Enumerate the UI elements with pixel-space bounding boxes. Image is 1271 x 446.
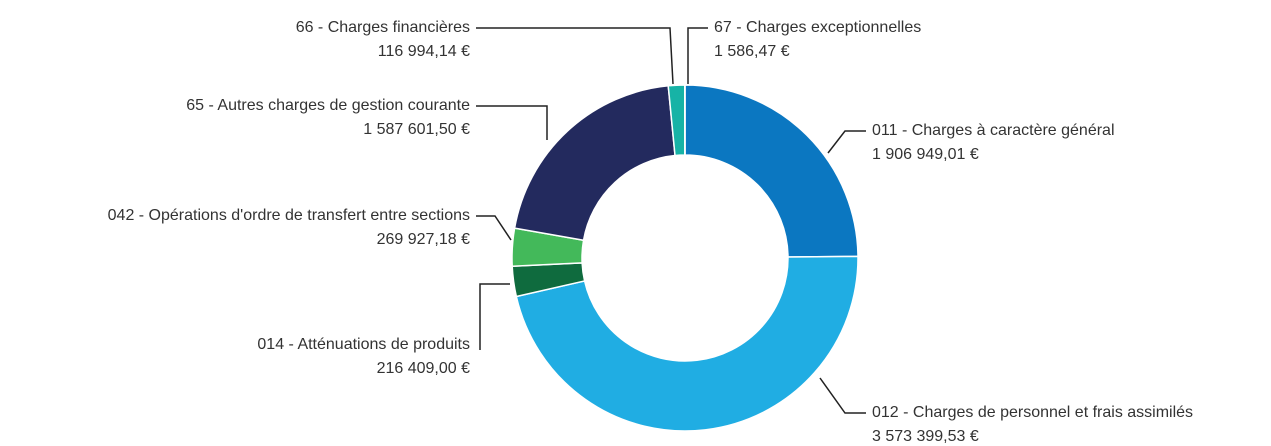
leader-line bbox=[827, 130, 866, 154]
slice-label: 011 - Charges à caractère général bbox=[872, 122, 1115, 139]
leader-line bbox=[476, 215, 512, 241]
donut-slice bbox=[513, 84, 676, 242]
leader-line bbox=[479, 283, 510, 350]
donut-slice bbox=[684, 84, 859, 258]
slice-value-label: 1 906 949,01 € bbox=[872, 146, 979, 163]
slice-value-label: 1 586,47 € bbox=[714, 43, 790, 60]
slice-label: 014 - Atténuations de produits bbox=[257, 336, 470, 353]
slice-value-label: 3 573 399,53 € bbox=[872, 428, 979, 445]
slice-label: 65 - Autres charges de gestion courante bbox=[186, 97, 470, 114]
leader-line bbox=[819, 377, 866, 414]
donut-slice bbox=[515, 255, 859, 432]
slice-value-label: 269 927,18 € bbox=[377, 231, 471, 248]
slice-label: 67 - Charges exceptionnelles bbox=[714, 19, 921, 36]
slice-value-label: 216 409,00 € bbox=[377, 360, 471, 377]
leader-line bbox=[476, 27, 674, 85]
slice-label: 012 - Charges de personnel et frais assi… bbox=[872, 404, 1193, 421]
slice-label: 042 - Opérations d'ordre de transfert en… bbox=[108, 207, 470, 224]
leader-line bbox=[476, 105, 548, 140]
leader-line bbox=[687, 27, 708, 84]
slice-label: 66 - Charges financières bbox=[296, 19, 470, 36]
slice-value-label: 116 994,14 € bbox=[378, 43, 470, 60]
slice-value-label: 1 587 601,50 € bbox=[363, 121, 470, 138]
